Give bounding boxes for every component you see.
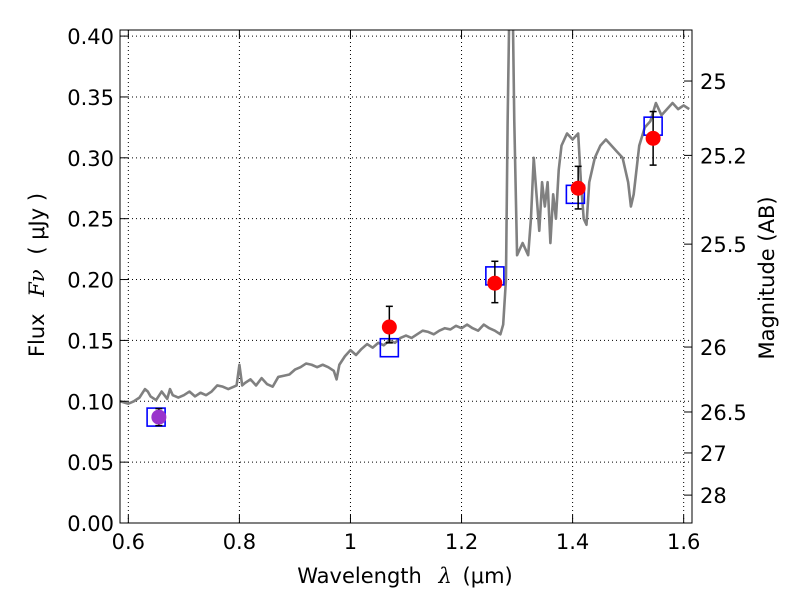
observed-point: [570, 180, 586, 196]
x-tick-label: 1.4: [556, 530, 589, 554]
y-axis-label-symbol: Fν: [25, 269, 49, 298]
observed-point: [645, 130, 661, 146]
x-tick-label: 0.8: [223, 530, 256, 554]
observed-point: [487, 275, 503, 291]
y-tick-label: 0.40: [67, 25, 114, 49]
x-tick-label: 1.6: [667, 530, 700, 554]
observed-point: [381, 319, 397, 335]
x-axis-label-symbol: λ: [438, 564, 452, 588]
x-tick-label: 1: [344, 530, 357, 554]
y2-tick-label: 25.5: [700, 233, 747, 257]
tick-layer: 0.6 0.8 1 1.2 1.4 1.6 0.00 0.05 0.10 0.15 0.20 0.25…: [67, 25, 747, 554]
x-tick-label: 1.2: [445, 530, 478, 554]
x-axis-label-unit: (μm): [463, 564, 513, 588]
y-tick-label: 0.10: [67, 390, 114, 414]
y-tick-label: 0.30: [67, 147, 114, 171]
x-axis-label: Wavelength λ (μm): [297, 564, 512, 588]
y-tick-label: 0.20: [67, 269, 114, 293]
x-axis-label-text: Wavelength: [297, 564, 422, 588]
y2-tick-label: 26: [700, 336, 727, 360]
y2-tick-label: 26.5: [700, 401, 747, 425]
y-tick-label: 0.25: [67, 208, 114, 232]
y-tick-label: 0.00: [67, 512, 114, 536]
y-tick-label: 0.05: [67, 451, 114, 475]
x-tick-label: 0.6: [112, 530, 145, 554]
y-axis-label: Flux Fν ( μJy ): [25, 193, 49, 357]
y-axis-label-text: Flux: [25, 313, 49, 357]
y2-tick-label: 25: [700, 70, 727, 94]
y2-tick-label: 25.2: [700, 144, 747, 168]
observed-point: [151, 409, 167, 425]
y-tick-label: 0.35: [67, 86, 114, 110]
plot-frame: [119, 29, 693, 524]
spectrum-line: [120, 30, 690, 406]
y-tick-label: 0.15: [67, 329, 114, 353]
plot-area: [120, 30, 690, 427]
y-axis-label-unit: ( μJy ): [25, 193, 49, 255]
y2-tick-label: 27: [700, 442, 727, 466]
grid-layer: [120, 30, 692, 523]
y2-axis-label: Magnitude (AB): [755, 196, 779, 359]
y2-tick-label: 28: [700, 484, 727, 508]
